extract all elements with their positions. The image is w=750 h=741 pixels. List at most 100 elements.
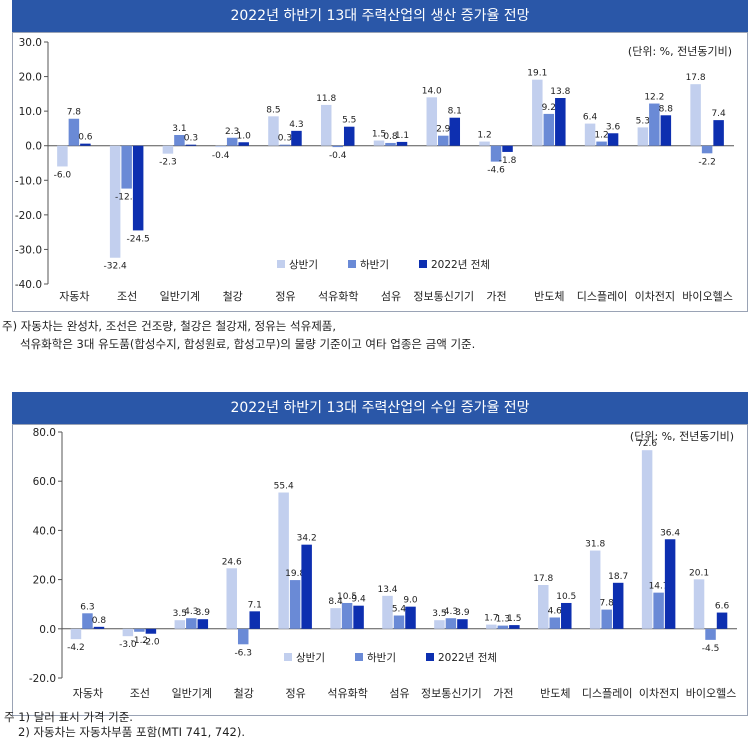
y-tick-label: -10.0 [15, 175, 42, 187]
category-label: 일반기계 [160, 289, 200, 303]
data-label: 1.3 [496, 615, 510, 625]
data-label: 72.6 [637, 439, 657, 449]
bar-2 [601, 609, 612, 629]
data-label: 10.5 [337, 592, 357, 602]
data-label: 18.7 [608, 572, 628, 582]
bar-1 [215, 145, 226, 148]
production-note-line-1: 주) 자동차는 완성차, 조선은 건조량, 철강은 철강재, 정유는 석유제품, [2, 319, 337, 333]
legend-swatch-1 [277, 260, 285, 268]
bar-1 [426, 97, 438, 146]
bar-3 [249, 611, 260, 629]
category-label: 일반기계 [172, 686, 212, 700]
bar-2 [332, 145, 343, 148]
bar-3 [80, 143, 91, 146]
bar-2 [68, 118, 80, 146]
data-label: 1.5 [507, 614, 521, 624]
legend-label-1: 상반기 [289, 259, 318, 271]
bar-2 [705, 628, 716, 640]
bar-3 [132, 145, 144, 231]
category-label: 바이오헬스 [682, 290, 733, 303]
bar-1 [122, 628, 134, 637]
bar-3 [93, 626, 105, 629]
data-label: 1.0 [237, 131, 252, 141]
bar-1 [589, 550, 601, 629]
data-label: 3.5 [173, 609, 187, 619]
data-label: 4.3 [444, 607, 458, 617]
bar-2 [438, 135, 449, 146]
import-chart-title: 2022년 하반기 13대 주력산업의 수입 증가율 전망 [12, 392, 748, 424]
data-label: 11.8 [316, 94, 336, 104]
bar-2 [701, 145, 713, 154]
legend-swatch-3 [426, 653, 434, 661]
bar-3 [353, 605, 364, 629]
bar-3 [185, 144, 197, 146]
import-chart-panel: 2022년 하반기 13대 주력산업의 수입 증가율 전망 80.0 60.0 40… [12, 392, 748, 716]
data-label: 1.2 [477, 131, 491, 141]
bar-3 [612, 582, 624, 629]
bar-3 [238, 142, 249, 146]
bar-2 [653, 592, 664, 629]
legend-label-2: 하반기 [360, 258, 389, 271]
category-label: 석유화학 [327, 687, 367, 700]
data-label: 8.4 [328, 597, 343, 607]
legend-swatch-3 [419, 260, 427, 268]
data-label: 12.2 [644, 93, 664, 103]
bar-3 [713, 120, 724, 146]
y-tick-label: 80.0 [33, 427, 56, 439]
production-chart-title: 2022년 하반기 13대 주력산업의 생산 증가율 전망 [12, 0, 748, 32]
data-label: 4.3 [289, 120, 303, 130]
bar-1 [486, 624, 497, 629]
y-tick-label: -40.0 [15, 279, 42, 291]
data-label: 31.8 [585, 540, 605, 550]
data-label: 1.1 [395, 131, 409, 141]
legend-swatch-2 [355, 653, 363, 661]
bar-3 [555, 98, 566, 146]
category-label: 정유 [275, 290, 295, 303]
bar-2 [237, 628, 249, 645]
bar-2 [497, 625, 509, 629]
bar-3 [457, 619, 468, 629]
bar-1 [690, 84, 701, 146]
production-chart: 30.0 20.0 10.0 0.0 -10.0 -20.0 -30.0 -40.0 (단위: … [15, 37, 734, 303]
bar-3 [197, 619, 209, 629]
data-label: 55.4 [274, 482, 294, 492]
bar-2 [393, 615, 405, 629]
data-label: 1.5 [372, 130, 386, 140]
category-label: 석유화학 [318, 290, 358, 303]
data-label: 2.3 [225, 127, 239, 137]
category-label: 반도체 [534, 290, 564, 303]
data-label: 0.3 [184, 134, 198, 144]
data-label: 10.5 [556, 592, 576, 602]
bar-2 [385, 142, 396, 146]
data-label: 0.6 [78, 133, 93, 143]
y-tick-label: 30.0 [19, 37, 42, 49]
bar-2 [226, 137, 238, 146]
bar-1 [641, 450, 653, 629]
bar-1 [693, 579, 705, 629]
data-label: 14.7 [649, 582, 669, 592]
unit-label: (단위: %, 전년동기비) [630, 430, 734, 443]
y-tick-label: -20.0 [29, 673, 56, 685]
bar-3 [660, 115, 672, 146]
category-label: 철강 [234, 687, 254, 700]
category-label: 바이오헬스 [686, 687, 737, 700]
data-label: 17.8 [686, 73, 706, 83]
category-label: 철강 [223, 290, 243, 303]
bar-1 [373, 140, 385, 146]
data-label: 5.5 [342, 116, 356, 126]
data-label: 5.4 [392, 605, 407, 615]
bar-2 [549, 617, 561, 629]
data-label: -0.4 [212, 151, 230, 161]
bar-1 [434, 620, 445, 629]
bar-1 [637, 127, 649, 146]
category-label: 가전 [486, 290, 506, 303]
y-tick-label: 0.0 [25, 141, 42, 153]
category-label: 디스플레이 [582, 687, 633, 700]
category-label: 정보통신기기 [421, 687, 482, 700]
data-label: 1.7 [484, 614, 498, 624]
bar-3 [716, 612, 728, 629]
bar-1 [109, 145, 121, 258]
bar-2 [186, 618, 197, 629]
category-label: 자동차 [59, 290, 89, 303]
import-chart-frame [12, 424, 748, 716]
